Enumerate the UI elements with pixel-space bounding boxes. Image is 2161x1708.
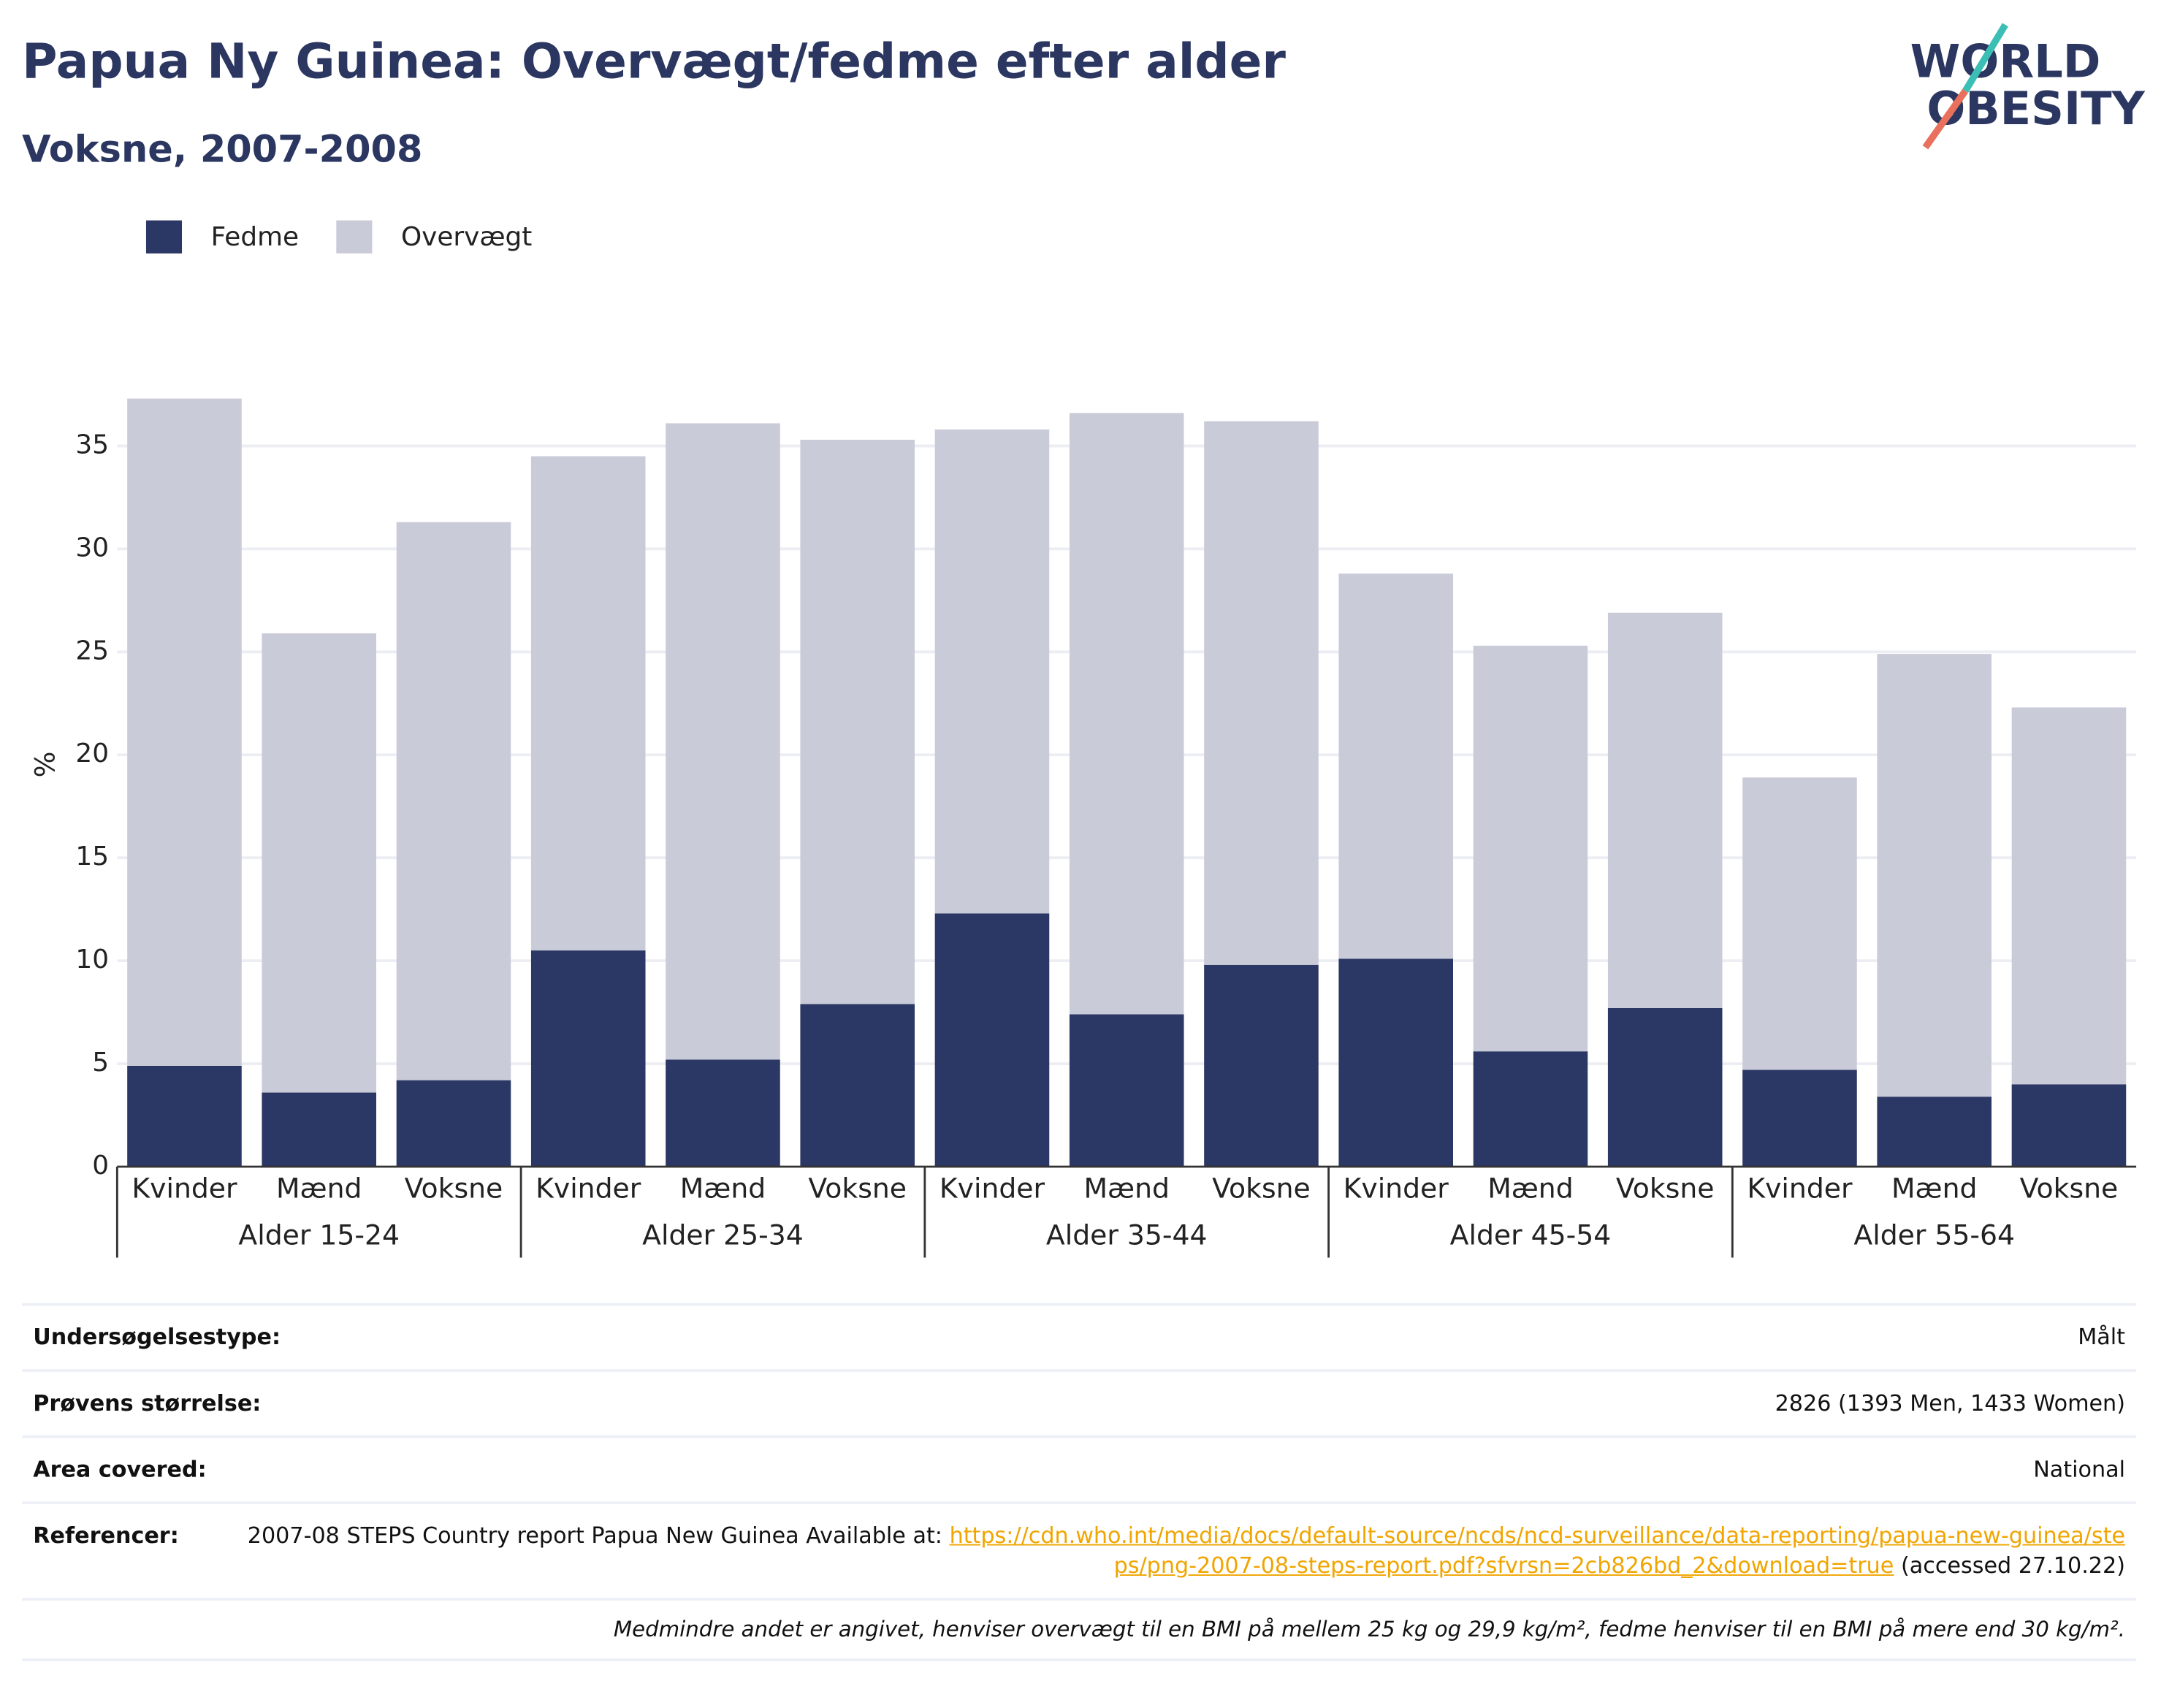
chart-title: Papua Ny Guinea: Overvægt/fedme efter al… [22, 34, 1286, 90]
reference-link[interactable]: https://cdn.who.int/media/docs/default-s… [949, 1522, 2125, 1579]
x-tick-label: Mænd [680, 1173, 766, 1205]
bar-segment [1204, 421, 1319, 965]
logo: WORLD OBESITY [1910, 23, 2146, 150]
table-row: Area covered: National [22, 1435, 2137, 1502]
x-tick-label: Kvinder [132, 1173, 237, 1205]
bar-segment [396, 522, 511, 1080]
row-label: Undersøgelsestype: [33, 1323, 281, 1350]
bar-segment [1473, 1051, 1588, 1167]
bar-segment [1338, 573, 1453, 959]
row-value: 2826 (1393 Men, 1433 Women) [1775, 1389, 2125, 1417]
bar-segment [2011, 707, 2127, 1085]
bar-segment [1877, 1097, 1992, 1167]
row-label: Referencer: [33, 1522, 179, 1549]
bar-segment [666, 1059, 780, 1167]
bar-segment [396, 1080, 511, 1167]
reference-suffix: (accessed 27.10.22) [1894, 1552, 2125, 1579]
y-tick-label: 5 [92, 1048, 109, 1078]
legend-label: Overvægt [401, 222, 532, 252]
y-tick-label: 0 [92, 1151, 109, 1181]
bar-segment [1877, 654, 1992, 1097]
row-value: Målt [2078, 1323, 2125, 1350]
row-value: 2007-08 STEPS Country report Papua New G… [234, 1521, 2125, 1582]
logo-text: OBESITY [1926, 82, 2145, 135]
bar-segment [262, 1092, 377, 1167]
logo-slash [1922, 88, 1968, 150]
legend-swatch [336, 220, 373, 253]
bar-segment [934, 913, 1050, 1167]
y-tick-label: 20 [75, 739, 109, 769]
y-tick-label: 30 [75, 533, 109, 563]
x-group-label: Alder 15-24 [238, 1219, 400, 1251]
logo-slash [1962, 23, 2008, 93]
bar-segment [1204, 964, 1319, 1167]
bar-segment [1742, 1070, 1857, 1167]
info-table: Undersøgelsestype: Målt Prøvens størrelse:… [22, 1303, 2137, 1661]
table-row: Prøvens størrelse: 2826 (1393 Men, 1433 W… [22, 1369, 2137, 1436]
bar-segment [1473, 645, 1588, 1052]
row-label: Prøvens størrelse: [33, 1389, 262, 1417]
bar-segment [934, 429, 1050, 914]
bar-segment [127, 398, 242, 1066]
bar-segment [1742, 777, 1857, 1070]
x-group-label: Alder 45-54 [1450, 1219, 1612, 1251]
x-tick-label: Kvinder [1747, 1173, 1853, 1205]
x-group-label: Alder 35-44 [1046, 1219, 1208, 1251]
bar-segment [1338, 958, 1453, 1167]
reference-text: 2007-08 STEPS Country report Papua New G… [247, 1522, 950, 1549]
y-tick-label: 25 [75, 636, 109, 666]
x-tick-label: Voksne [2020, 1173, 2119, 1205]
x-tick-label: Mænd [276, 1173, 362, 1205]
footnote: Medmindre andet er angivet, henviser ove… [22, 1598, 2137, 1661]
x-tick-label: Voksne [1616, 1173, 1715, 1205]
bar-segment [1069, 413, 1184, 1015]
x-group-label: Alder 25-34 [642, 1219, 804, 1251]
x-tick-label: Kvinder [1344, 1173, 1449, 1205]
x-tick-label: Mænd [1487, 1173, 1573, 1205]
y-tick-label: 35 [75, 430, 109, 460]
table-row: Referencer: 2007-08 STEPS Country report … [22, 1501, 2137, 1598]
bar-segment [530, 456, 646, 951]
y-tick-label: 15 [75, 842, 109, 872]
y-axis-label: % [29, 752, 61, 778]
legend-label: Fedme [211, 222, 299, 252]
bar-segment [666, 423, 780, 1060]
bar-segment [2011, 1084, 2127, 1167]
table-row: Undersøgelsestype: Målt [22, 1303, 2137, 1370]
x-tick-label: Mænd [1891, 1173, 1977, 1205]
logo-text: WORLD [1910, 35, 2101, 88]
y-tick-label: 10 [75, 945, 109, 975]
chart-subtitle: Voksne, 2007-2008 [22, 128, 422, 171]
row-value: National [2033, 1455, 2125, 1482]
legend-swatch [145, 220, 183, 253]
bar-segment [127, 1065, 242, 1167]
x-tick-label: Kvinder [940, 1173, 1045, 1205]
bar-segment [800, 439, 915, 1004]
chart: Papua Ny Guinea: Overvægt/fedme efter al… [22, 23, 2146, 1258]
x-tick-label: Kvinder [536, 1173, 641, 1205]
bar-segment [530, 950, 646, 1167]
bar-segment [800, 1004, 915, 1167]
bar-segment [1607, 612, 1723, 1008]
x-tick-label: Voksne [405, 1173, 503, 1205]
x-group-label: Alder 55-64 [1853, 1219, 2015, 1251]
bar-segment [1607, 1007, 1723, 1167]
x-tick-label: Voksne [1212, 1173, 1311, 1205]
x-tick-label: Voksne [808, 1173, 907, 1205]
bar-segment [1069, 1014, 1184, 1167]
row-label: Area covered: [33, 1455, 207, 1482]
bar-segment [262, 633, 377, 1093]
x-tick-label: Mænd [1083, 1173, 1169, 1205]
